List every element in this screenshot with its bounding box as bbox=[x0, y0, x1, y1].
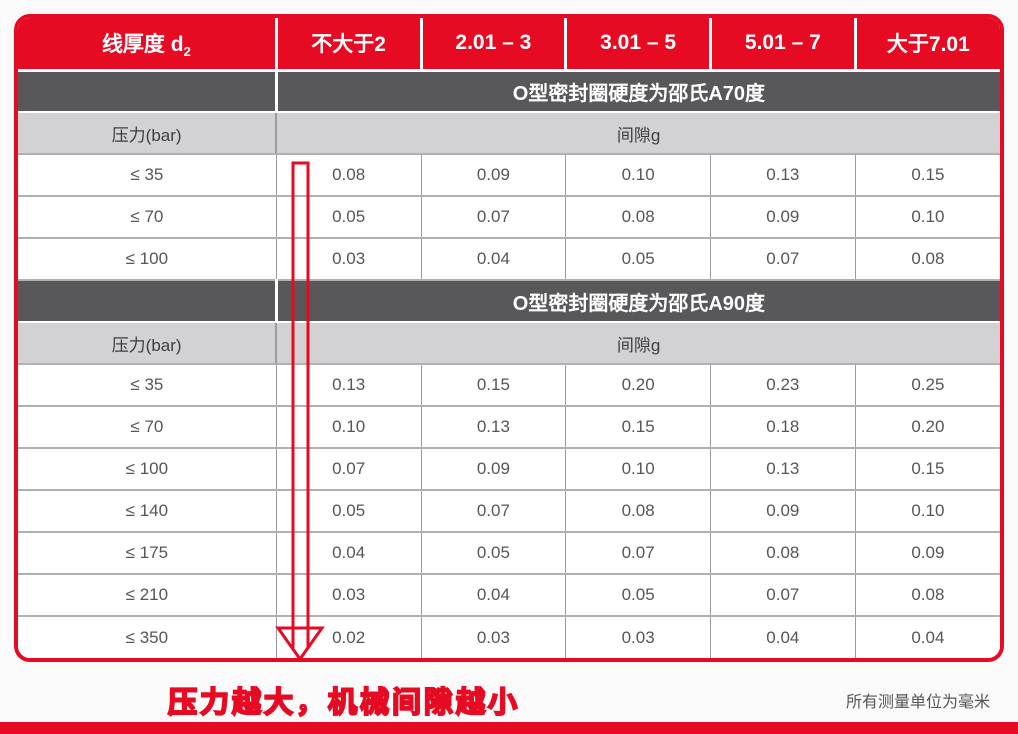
column-header-row: 线厚度 d2 不大于2 2.01 – 3 3.01 – 5 5.01 – 7 大… bbox=[18, 18, 1000, 72]
value-cell: 0.15 bbox=[421, 364, 567, 407]
value-cell: 0.09 bbox=[710, 196, 856, 239]
bottom-red-bar bbox=[0, 722, 1018, 734]
value-cell: 0.07 bbox=[421, 490, 567, 533]
oring-clearance-table: 线厚度 d2 不大于2 2.01 – 3 3.01 – 5 5.01 – 7 大… bbox=[18, 18, 1000, 658]
pressure-label: 压力(bar) bbox=[18, 112, 278, 155]
col-header-range-2: 2.01 – 3 bbox=[421, 18, 568, 72]
section-a70-spacer bbox=[18, 70, 278, 113]
col-header-range-1: 不大于2 bbox=[276, 18, 423, 72]
value-cell: 0.20 bbox=[565, 364, 711, 407]
value-cell: 0.04 bbox=[421, 238, 567, 281]
value-cell: 0.10 bbox=[565, 154, 711, 197]
pressure-label: 压力(bar) bbox=[18, 322, 278, 365]
pressure-cell: ≤ 210 bbox=[18, 574, 277, 617]
value-cell: 0.03 bbox=[276, 238, 422, 281]
value-cell: 0.25 bbox=[855, 364, 1000, 407]
value-cell: 0.15 bbox=[855, 448, 1000, 491]
gap-label: 间隙g bbox=[276, 322, 1000, 365]
value-cell: 0.23 bbox=[710, 364, 856, 407]
pressure-cell: ≤ 175 bbox=[18, 532, 277, 575]
col-header-range-3: 3.01 – 5 bbox=[565, 18, 712, 72]
spec-table-panel: 线厚度 d2 不大于2 2.01 – 3 3.01 – 5 5.01 – 7 大… bbox=[14, 14, 1004, 662]
value-cell: 0.07 bbox=[276, 448, 422, 491]
value-cell: 0.05 bbox=[276, 490, 422, 533]
value-cell: 0.09 bbox=[710, 490, 856, 533]
table-row: ≤ 350 0.02 0.03 0.03 0.04 0.04 bbox=[18, 616, 1000, 658]
section-a90-spacer bbox=[18, 280, 278, 323]
value-cell: 0.03 bbox=[276, 574, 422, 617]
value-cell: 0.10 bbox=[565, 448, 711, 491]
value-cell: 0.05 bbox=[565, 238, 711, 281]
value-cell: 0.13 bbox=[710, 154, 856, 197]
col-header-thickness: 线厚度 d2 bbox=[18, 18, 278, 72]
pressure-cell: ≤ 35 bbox=[18, 154, 277, 197]
table-row: ≤ 70 0.10 0.13 0.15 0.18 0.20 bbox=[18, 406, 1000, 449]
value-cell: 0.04 bbox=[855, 616, 1000, 658]
pressure-gap-note: 压力越大，机械间隙越小 bbox=[167, 686, 521, 720]
value-cell: 0.08 bbox=[855, 238, 1000, 281]
value-cell: 0.09 bbox=[421, 154, 567, 197]
value-cell: 0.20 bbox=[855, 406, 1000, 449]
value-cell: 0.07 bbox=[565, 532, 711, 575]
thickness-subscript: 2 bbox=[183, 43, 191, 59]
value-cell: 0.05 bbox=[421, 532, 567, 575]
label-row-a90: 压力(bar) 间隙g bbox=[18, 322, 1000, 365]
table-row: ≤ 175 0.04 0.05 0.07 0.08 0.09 bbox=[18, 532, 1000, 575]
col-header-range-4: 5.01 – 7 bbox=[710, 18, 857, 72]
value-cell: 0.07 bbox=[421, 196, 567, 239]
table-row: ≤ 100 0.03 0.04 0.05 0.07 0.08 bbox=[18, 238, 1000, 281]
pressure-cell: ≤ 140 bbox=[18, 490, 277, 533]
value-cell: 0.08 bbox=[276, 154, 422, 197]
value-cell: 0.09 bbox=[421, 448, 567, 491]
value-cell: 0.04 bbox=[710, 616, 856, 658]
pressure-cell: ≤ 350 bbox=[18, 616, 277, 658]
gap-label: 间隙g bbox=[276, 112, 1000, 155]
table-row: ≤ 210 0.03 0.04 0.05 0.07 0.08 bbox=[18, 574, 1000, 617]
section-a90-title: O型密封圈硬度为邵氏A90度 bbox=[276, 280, 1000, 323]
value-cell: 0.04 bbox=[421, 574, 567, 617]
units-note: 所有测量单位为毫米 bbox=[845, 694, 990, 711]
value-cell: 0.07 bbox=[710, 574, 856, 617]
value-cell: 0.13 bbox=[421, 406, 567, 449]
section-header-a90: O型密封圈硬度为邵氏A90度 bbox=[18, 280, 1000, 323]
table-row: ≤ 35 0.13 0.15 0.20 0.23 0.25 bbox=[18, 364, 1000, 407]
value-cell: 0.09 bbox=[855, 532, 1000, 575]
pressure-cell: ≤ 100 bbox=[18, 448, 277, 491]
value-cell: 0.02 bbox=[276, 616, 422, 658]
table-row: ≤ 140 0.05 0.07 0.08 0.09 0.10 bbox=[18, 490, 1000, 533]
value-cell: 0.10 bbox=[276, 406, 422, 449]
label-row-a70: 压力(bar) 间隙g bbox=[18, 112, 1000, 155]
value-cell: 0.08 bbox=[565, 490, 711, 533]
section-header-a70: O型密封圈硬度为邵氏A70度 bbox=[18, 70, 1000, 113]
value-cell: 0.15 bbox=[565, 406, 711, 449]
table-row: ≤ 100 0.07 0.09 0.10 0.13 0.15 bbox=[18, 448, 1000, 491]
value-cell: 0.15 bbox=[855, 154, 1000, 197]
table-row: ≤ 35 0.08 0.09 0.10 0.13 0.15 bbox=[18, 154, 1000, 197]
value-cell: 0.05 bbox=[276, 196, 422, 239]
section-a70-title: O型密封圈硬度为邵氏A70度 bbox=[276, 70, 1000, 113]
col-header-range-5: 大于7.01 bbox=[855, 18, 1000, 72]
value-cell: 0.07 bbox=[710, 238, 856, 281]
table-row: ≤ 70 0.05 0.07 0.08 0.09 0.10 bbox=[18, 196, 1000, 239]
thickness-label: 线厚度 d bbox=[101, 32, 184, 56]
value-cell: 0.10 bbox=[855, 490, 1000, 533]
value-cell: 0.04 bbox=[276, 532, 422, 575]
value-cell: 0.08 bbox=[565, 196, 711, 239]
value-cell: 0.08 bbox=[855, 574, 1000, 617]
value-cell: 0.05 bbox=[565, 574, 711, 617]
value-cell: 0.03 bbox=[565, 616, 711, 658]
value-cell: 0.13 bbox=[276, 364, 422, 407]
pressure-cell: ≤ 100 bbox=[18, 238, 277, 281]
value-cell: 0.08 bbox=[710, 532, 856, 575]
value-cell: 0.13 bbox=[710, 448, 856, 491]
pressure-cell: ≤ 35 bbox=[18, 364, 277, 407]
value-cell: 0.18 bbox=[710, 406, 856, 449]
value-cell: 0.10 bbox=[855, 196, 1000, 239]
value-cell: 0.03 bbox=[421, 616, 567, 658]
pressure-cell: ≤ 70 bbox=[18, 406, 277, 449]
pressure-cell: ≤ 70 bbox=[18, 196, 277, 239]
